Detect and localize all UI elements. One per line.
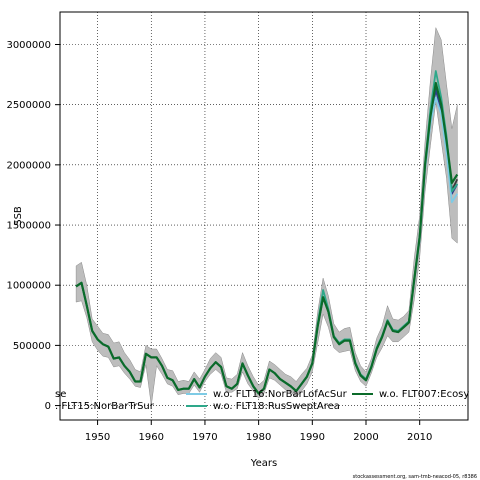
series-layer bbox=[75, 70, 459, 395]
x-tick-label: 2000 bbox=[353, 432, 378, 443]
y-tick-label: 2500000 bbox=[6, 100, 51, 111]
x-tick-label: 1990 bbox=[300, 432, 325, 443]
confidence-band bbox=[75, 26, 458, 406]
legend-label: w.o. FLT16:NorBarLofAcSur bbox=[213, 389, 348, 400]
y-axis-title: SSB bbox=[13, 206, 24, 226]
series-line bbox=[75, 84, 459, 395]
axis-layer: 1950 1960 1970 1980 1990 2000 2010 0 500000 10000… bbox=[6, 40, 432, 443]
y-tick-label: 1500000 bbox=[6, 221, 51, 232]
series-line bbox=[75, 96, 459, 395]
y-tick-label: 3000000 bbox=[6, 40, 51, 51]
legend-label: w.o. FLT007:Ecosy bbox=[379, 389, 469, 400]
legend-label: . FLT15:NorBarTrSur bbox=[55, 401, 155, 412]
x-tick-label: 1950 bbox=[85, 432, 110, 443]
plot-frame bbox=[59, 11, 469, 421]
series-line bbox=[75, 89, 459, 395]
confidence-band-layer bbox=[75, 26, 458, 406]
y-tick-label: 500000 bbox=[13, 341, 51, 352]
x-tick-label: 1980 bbox=[246, 432, 271, 443]
series-line bbox=[75, 70, 459, 395]
series-line bbox=[75, 81, 459, 395]
legend-label: w.o. FLT18:RusSweptArea bbox=[213, 401, 340, 412]
x-tick-label: 1970 bbox=[192, 432, 217, 443]
y-tick-label: 0 bbox=[45, 401, 51, 412]
y-tick-label: 2000000 bbox=[6, 160, 51, 171]
x-axis-title: Years bbox=[250, 458, 277, 469]
x-tick-label: 1960 bbox=[139, 432, 164, 443]
legend-label: se bbox=[55, 389, 66, 400]
legend-layer: se w.o. FLT16:NorBarLofAcSur w.o. FLT007:E… bbox=[55, 389, 469, 412]
footer-credit: stockassessment.org, sam-tmb-neacod-05, … bbox=[353, 474, 477, 480]
y-tick-label: 1000000 bbox=[6, 281, 51, 292]
x-tick-label: 2010 bbox=[407, 432, 432, 443]
